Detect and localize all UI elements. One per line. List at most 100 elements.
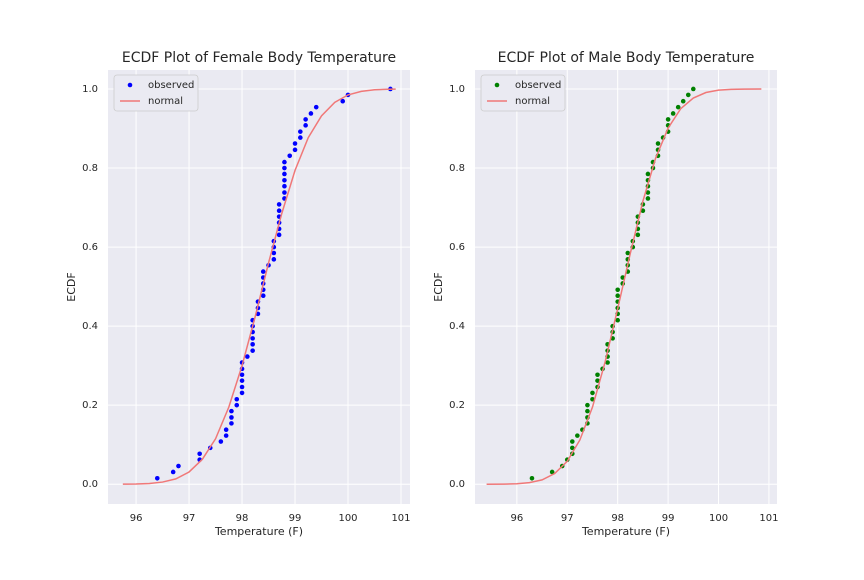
y-tick-label: 0.6 xyxy=(82,242,98,253)
data-point xyxy=(595,378,600,383)
plot-area xyxy=(475,70,777,504)
data-point xyxy=(645,171,651,177)
y-tick-label: 0.2 xyxy=(82,400,98,411)
data-point xyxy=(590,390,595,396)
data-point xyxy=(260,293,266,298)
chart-title: ECDF Plot of Female Body Temperature xyxy=(122,50,396,66)
data-point xyxy=(585,408,590,414)
data-point xyxy=(691,86,696,92)
data-point xyxy=(615,293,620,298)
data-point xyxy=(276,208,282,214)
x-tick-label: 97 xyxy=(561,513,574,524)
data-point xyxy=(570,439,575,444)
cdf-line xyxy=(486,88,762,485)
data-point xyxy=(292,141,298,146)
data-point xyxy=(298,129,303,134)
data-point xyxy=(170,469,176,475)
data-point xyxy=(292,147,298,153)
data-point xyxy=(665,117,671,122)
data-point xyxy=(239,384,245,390)
y-tick-label: 0.6 xyxy=(449,242,465,253)
data-point xyxy=(549,469,555,475)
data-point xyxy=(282,183,287,189)
data-point xyxy=(239,372,245,378)
data-point xyxy=(271,250,277,256)
data-point xyxy=(282,190,287,195)
data-point xyxy=(282,171,287,177)
data-point xyxy=(250,336,255,341)
data-point xyxy=(685,92,691,98)
data-point xyxy=(605,360,610,365)
data-point xyxy=(197,451,202,457)
y-tick-label: 0.8 xyxy=(449,163,465,174)
data-point xyxy=(645,196,651,201)
chart-title: ECDF Plot of Male Body Temperature xyxy=(498,50,755,66)
data-point xyxy=(635,232,641,238)
y-tick-label: 1.0 xyxy=(449,84,465,95)
plot-area xyxy=(108,70,410,504)
x-axis-label: Temperature (F) xyxy=(214,525,303,538)
data-point xyxy=(675,104,681,110)
data-point xyxy=(223,433,229,438)
data-point xyxy=(570,445,575,451)
data-point xyxy=(303,117,308,122)
data-point xyxy=(287,153,293,159)
data-point xyxy=(223,427,229,432)
data-point xyxy=(218,439,224,444)
legend-marker xyxy=(127,82,133,88)
x-tick-label: 96 xyxy=(510,513,523,524)
y-tick-label: 0.4 xyxy=(449,321,465,332)
legend-label: normal xyxy=(148,96,183,107)
data-point xyxy=(250,342,255,347)
data-point xyxy=(271,257,277,262)
data-point xyxy=(239,378,245,383)
y-tick-label: 0.0 xyxy=(449,479,465,490)
data-point xyxy=(229,415,234,420)
data-point xyxy=(585,402,590,408)
data-point xyxy=(234,396,240,402)
y-tick-label: 0.8 xyxy=(82,163,98,174)
cdf-line xyxy=(122,88,396,485)
x-tick-label: 101 xyxy=(391,513,410,524)
data-point xyxy=(250,348,255,353)
x-tick-label: 98 xyxy=(611,513,624,524)
data-point xyxy=(282,159,287,165)
x-tick-label: 100 xyxy=(709,513,728,524)
data-point xyxy=(670,111,676,116)
data-point xyxy=(625,250,631,256)
x-tick-label: 99 xyxy=(662,513,675,524)
data-point xyxy=(615,287,620,293)
y-axis-label: ECDF xyxy=(65,272,78,301)
x-tick-label: 101 xyxy=(759,513,778,524)
data-point xyxy=(276,202,282,207)
data-point xyxy=(229,408,234,414)
data-point xyxy=(282,165,287,171)
x-tick-label: 100 xyxy=(338,513,357,524)
legend-label: observed xyxy=(148,80,194,91)
data-point xyxy=(529,476,535,481)
data-point xyxy=(260,269,266,274)
data-point xyxy=(229,421,234,426)
y-tick-label: 0.4 xyxy=(82,321,98,332)
x-axis-label: Temperature (F) xyxy=(581,525,670,538)
y-tick-label: 0.0 xyxy=(82,479,98,490)
x-tick-label: 99 xyxy=(289,513,302,524)
data-point xyxy=(680,98,686,104)
data-point xyxy=(595,372,600,378)
legend-box xyxy=(113,74,199,112)
data-point xyxy=(298,135,303,140)
data-point xyxy=(655,141,661,146)
data-point xyxy=(313,104,319,110)
data-point xyxy=(645,190,651,195)
legend-label: normal xyxy=(515,96,550,107)
data-point xyxy=(640,208,646,214)
data-point xyxy=(234,402,240,408)
data-point xyxy=(282,177,287,183)
y-tick-label: 1.0 xyxy=(82,84,98,95)
legend-label: observed xyxy=(515,80,561,91)
x-tick-label: 97 xyxy=(183,513,196,524)
data-point xyxy=(176,463,181,469)
data-point xyxy=(239,390,245,396)
legend-marker xyxy=(494,82,500,88)
